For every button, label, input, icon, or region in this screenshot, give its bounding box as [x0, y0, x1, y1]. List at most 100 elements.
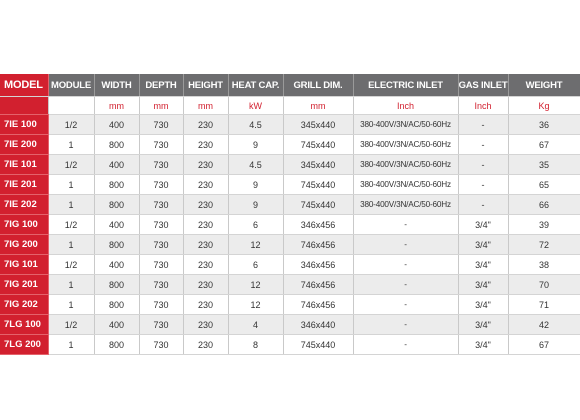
unit-depth: mm	[139, 96, 184, 115]
cell-depth: 730	[139, 294, 184, 315]
cell-module: 1	[48, 234, 95, 255]
cell-width: 800	[94, 174, 140, 195]
cell-gas-inlet: 3/4"	[458, 214, 509, 235]
cell-module: 1	[48, 334, 95, 355]
unit-gas-inlet: Inch	[458, 96, 509, 115]
header-width: WIDTH	[94, 74, 140, 97]
cell-gas-inlet: 3/4"	[458, 294, 509, 315]
cell-gas-inlet: -	[458, 194, 509, 215]
cell-depth: 730	[139, 314, 184, 335]
cell-model: 7IE 202	[0, 194, 49, 215]
cell-module: 1	[48, 134, 95, 155]
cell-module: 1/2	[48, 254, 95, 275]
header-height: HEIGHT	[183, 74, 229, 97]
cell-depth: 730	[139, 234, 184, 255]
cell-height: 230	[183, 254, 229, 275]
cell-heat-cap: 6	[228, 214, 284, 235]
cell-height: 230	[183, 234, 229, 255]
cell-height: 230	[183, 134, 229, 155]
cell-model: 7IE 200	[0, 134, 49, 155]
cell-grill-dim: 346x456	[283, 254, 354, 275]
cell-electric-inlet: 380-400V/3N/AC/50-60Hz	[353, 134, 459, 155]
cell-electric-inlet: 380-400V/3N/AC/50-60Hz	[353, 194, 459, 215]
cell-weight: 66	[508, 194, 580, 215]
table-row: 7IE 201 1 800 730 230 9 745x440 380-400V/3N/AC/…	[0, 174, 580, 195]
cell-weight: 39	[508, 214, 580, 235]
cell-gas-inlet: 3/4"	[458, 314, 509, 335]
table-row: 7LG 200 1 800 730 230 8 745x440-3/4" 67	[0, 334, 580, 355]
unit-electric-inlet: Inch	[353, 96, 459, 115]
cell-grill-dim: 345x440	[283, 114, 354, 135]
header-row: MODEL MODULE WIDTH DEPTH HEIGHT HEAT CAP…	[0, 74, 580, 97]
cell-electric-inlet: 380-400V/3N/AC/50-60Hz	[353, 154, 459, 175]
cell-electric-inlet: -	[353, 274, 459, 295]
cell-model: 7IG 201	[0, 274, 49, 295]
cell-weight: 36	[508, 114, 580, 135]
cell-electric-inlet: -	[353, 254, 459, 275]
cell-width: 400	[94, 254, 140, 275]
cell-width: 800	[94, 274, 140, 295]
cell-heat-cap: 6	[228, 254, 284, 275]
cell-height: 230	[183, 294, 229, 315]
cell-heat-cap: 12	[228, 234, 284, 255]
table-row: 7IG 201 1 800 730 230 12 746x456-3/4" 70	[0, 274, 580, 295]
cell-width: 800	[94, 194, 140, 215]
cell-model: 7IE 100	[0, 114, 49, 135]
cell-module: 1	[48, 174, 95, 195]
cell-weight: 67	[508, 334, 580, 355]
cell-height: 230	[183, 214, 229, 235]
cell-heat-cap: 12	[228, 294, 284, 315]
cell-height: 230	[183, 194, 229, 215]
cell-depth: 730	[139, 334, 184, 355]
table-row: 7IE 100 1/2 400 730 230 4.5 345x440 380-400V/3N…	[0, 114, 580, 135]
table-row: 7IG 100 1/2 400 730 230 6 346x456-3/4" 39	[0, 214, 580, 235]
cell-heat-cap: 9	[228, 194, 284, 215]
unit-width: mm	[94, 96, 140, 115]
header-gas-inlet: GAS INLET	[458, 74, 509, 97]
cell-grill-dim: 346x440	[283, 314, 354, 335]
cell-module: 1/2	[48, 214, 95, 235]
cell-gas-inlet: 3/4"	[458, 334, 509, 355]
table-row: 7LG 100 1/2 400 730 230 4 346x440-3/4" 42	[0, 314, 580, 335]
cell-model: 7LG 100	[0, 314, 49, 335]
cell-module: 1	[48, 294, 95, 315]
unit-weight: Kg	[508, 96, 580, 115]
cell-depth: 730	[139, 134, 184, 155]
unit-model	[0, 96, 49, 115]
cell-grill-dim: 345x440	[283, 154, 354, 175]
spec-table: MODEL MODULE WIDTH DEPTH HEIGHT HEAT CAP…	[0, 74, 580, 355]
cell-grill-dim: 746x456	[283, 294, 354, 315]
cell-grill-dim: 745x440	[283, 334, 354, 355]
cell-model: 7IE 201	[0, 174, 49, 195]
cell-height: 230	[183, 314, 229, 335]
cell-weight: 38	[508, 254, 580, 275]
table-body: 7IE 100 1/2 400 730 230 4.5 345x440 380-400V/3N…	[0, 114, 580, 355]
cell-grill-dim: 746x456	[283, 274, 354, 295]
cell-width: 800	[94, 294, 140, 315]
table-row: 7IG 101 1/2 400 730 230 6 346x456-3/4" 38	[0, 254, 580, 275]
header-electric-inlet: ELECTRIC INLET	[353, 74, 459, 97]
cell-module: 1	[48, 194, 95, 215]
cell-heat-cap: 9	[228, 174, 284, 195]
cell-height: 230	[183, 174, 229, 195]
cell-electric-inlet: -	[353, 294, 459, 315]
cell-grill-dim: 746x456	[283, 234, 354, 255]
cell-height: 230	[183, 114, 229, 135]
cell-weight: 70	[508, 274, 580, 295]
cell-width: 800	[94, 234, 140, 255]
cell-model: 7IG 101	[0, 254, 49, 275]
cell-width: 400	[94, 114, 140, 135]
cell-heat-cap: 8	[228, 334, 284, 355]
cell-electric-inlet: 380-400V/3N/AC/50-60Hz	[353, 174, 459, 195]
cell-weight: 72	[508, 234, 580, 255]
cell-heat-cap: 4	[228, 314, 284, 335]
table-row: 7IE 202 1 800 730 230 9 745x440 380-400V/3N/AC/…	[0, 194, 580, 215]
cell-height: 230	[183, 274, 229, 295]
cell-depth: 730	[139, 254, 184, 275]
cell-depth: 730	[139, 274, 184, 295]
cell-grill-dim: 346x456	[283, 214, 354, 235]
cell-grill-dim: 745x440	[283, 194, 354, 215]
cell-weight: 35	[508, 154, 580, 175]
cell-electric-inlet: -	[353, 234, 459, 255]
header-grill-dim: GRILL DIM.	[283, 74, 354, 97]
